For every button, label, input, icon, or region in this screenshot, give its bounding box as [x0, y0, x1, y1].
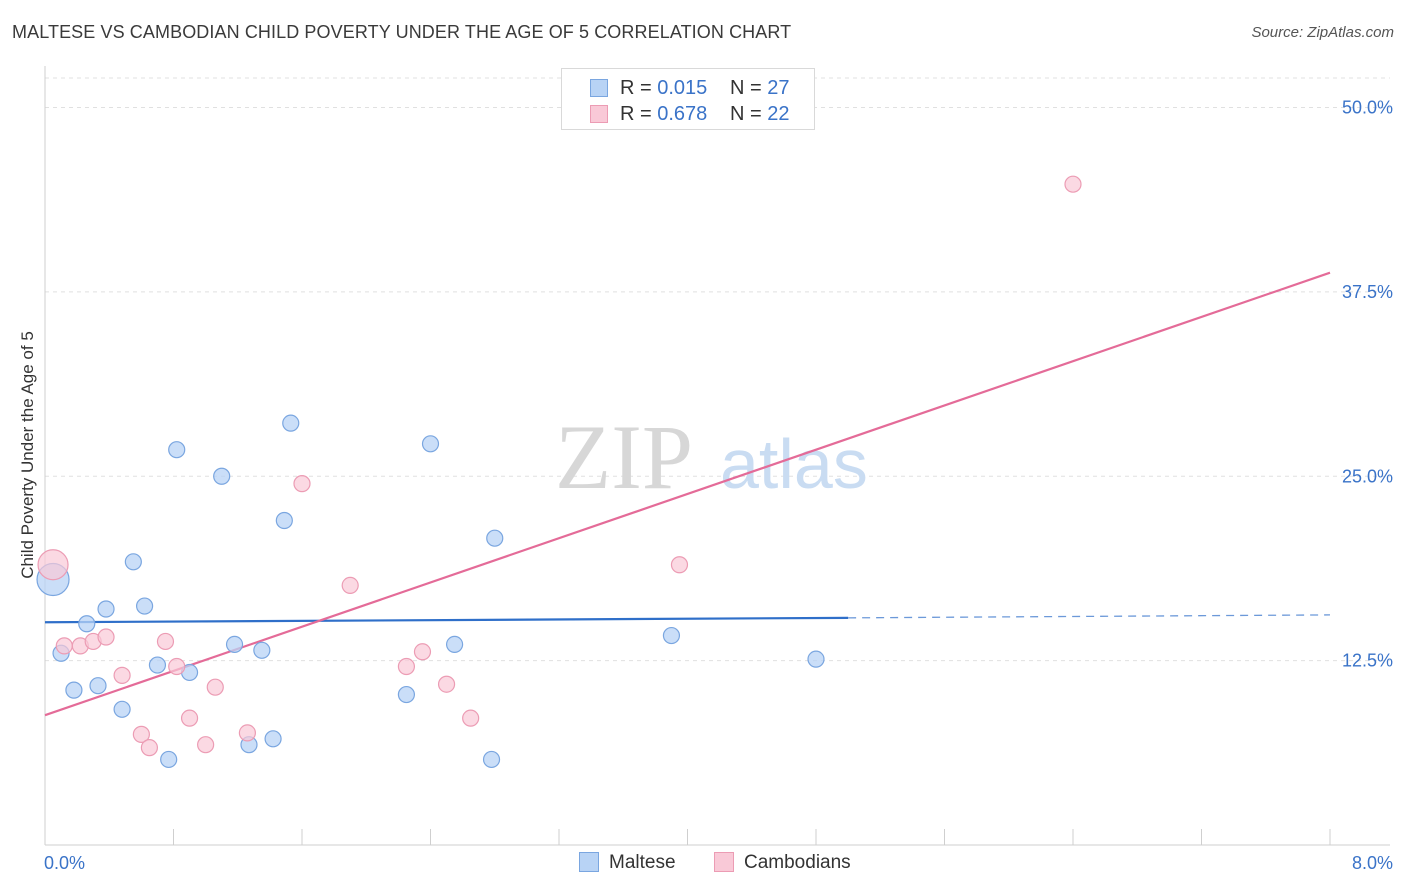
maltese-point	[445, 635, 464, 654]
maltese-point	[78, 615, 96, 633]
cambodian-point	[437, 675, 456, 693]
cambodian-point	[293, 475, 311, 493]
legend-swatch-cambodians	[590, 105, 608, 123]
y-tick-labels: 12.5% 25.0% 37.5% 50.0%	[1342, 98, 1393, 671]
chart-title: MALTESE VS CAMBODIAN CHILD POVERTY UNDER…	[12, 22, 792, 42]
maltese-point	[482, 750, 501, 769]
bottom-legend-cambodians[interactable]: Cambodians	[714, 852, 851, 876]
x-tick-label: 0.0%	[44, 853, 85, 873]
trend-line-maltese	[44, 616, 849, 624]
maltese-point	[160, 750, 178, 769]
y-axis-label: Child Poverty Under the Age of 5	[18, 331, 37, 579]
legend-swatch-maltese	[590, 79, 608, 97]
maltese-point	[486, 529, 504, 547]
maltese-point	[282, 414, 300, 432]
cambodian-point	[206, 678, 224, 696]
cambodian-point	[670, 556, 689, 574]
cambodian-point	[1064, 175, 1082, 193]
maltese-point	[807, 650, 825, 668]
watermark-zip: ZIP	[555, 406, 693, 508]
cambodian-point	[140, 739, 159, 757]
cambodian-point	[156, 632, 175, 651]
legend-r-label: R =	[620, 77, 658, 99]
cambodian-point	[113, 666, 131, 684]
cambodian-point	[462, 709, 480, 727]
legend-n-label: N =	[730, 77, 768, 99]
series-maltese	[36, 414, 825, 769]
maltese-point	[397, 685, 416, 704]
trend-line-maltese-extension	[848, 614, 1331, 619]
legend-n-value: 22	[767, 103, 790, 125]
cambodian-point	[97, 628, 115, 646]
watermark: ZIP atlas	[555, 406, 868, 508]
maltese-point	[89, 677, 107, 695]
cambodian-point	[132, 725, 150, 743]
maltese-point	[135, 597, 154, 615]
legend-r-label: R =	[620, 103, 658, 125]
maltese-point	[253, 641, 271, 659]
maltese-point	[275, 511, 293, 530]
cambodian-point	[397, 657, 416, 676]
correlation-legend: R = 0.015 N = 27 R = 0.678 N = 22	[561, 68, 815, 130]
maltese-point	[421, 435, 440, 453]
bottom-legend-swatch-maltese	[579, 852, 599, 872]
maltese-point	[113, 700, 131, 718]
maltese-point	[662, 626, 681, 645]
cambodian-point	[180, 709, 199, 727]
x-tick-label: 8.0%	[1352, 853, 1393, 873]
cambodian-point	[168, 657, 186, 676]
trend-line-cambodians	[44, 271, 1331, 717]
y-tick-label: 25.0%	[1342, 466, 1393, 486]
maltese-point	[148, 656, 167, 674]
maltese-point	[225, 635, 244, 654]
cambodian-point	[413, 643, 432, 661]
x-tick-labels: 0.0% 8.0%	[44, 853, 1393, 873]
y-tick-label: 12.5%	[1342, 651, 1393, 671]
bottom-legend-swatch-cambodians	[714, 852, 734, 872]
gridlines	[45, 77, 1390, 662]
cambodian-point	[197, 736, 215, 754]
series-cambodians	[37, 175, 1082, 757]
cambodian-point	[55, 637, 73, 655]
bottom-legend-label-maltese: Maltese	[609, 852, 676, 873]
cambodian-point	[341, 576, 359, 595]
maltese-point	[124, 553, 142, 571]
bottom-legend-maltese[interactable]: Maltese	[579, 852, 676, 876]
watermark-atlas: atlas	[720, 425, 868, 503]
y-tick-label: 50.0%	[1342, 98, 1393, 118]
maltese-point	[213, 467, 231, 485]
cambodian-point	[238, 724, 256, 742]
bottom-legend-label-cambodians: Cambodians	[744, 852, 851, 873]
legend-r-value: 0.678	[657, 103, 708, 125]
cambodian-point	[37, 549, 69, 581]
maltese-point	[97, 600, 115, 618]
legend-n-value: 27	[767, 77, 790, 99]
maltese-point	[65, 681, 83, 699]
maltese-point	[264, 730, 282, 748]
legend-r-value: 0.015	[657, 77, 708, 99]
maltese-point	[168, 441, 186, 459]
source-label: Source: ZipAtlas.com	[1251, 24, 1394, 41]
trend-lines	[44, 271, 1331, 717]
y-tick-label: 37.5%	[1342, 282, 1393, 302]
legend-n-label: N =	[730, 103, 768, 125]
